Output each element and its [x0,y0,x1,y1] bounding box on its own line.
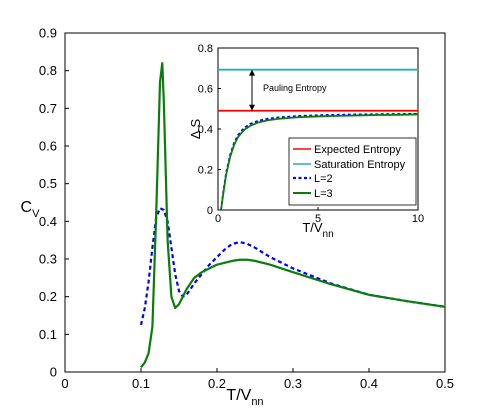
inset-y-tick-label: 0 [207,205,213,217]
main-y-tick-label: 0.1 [39,327,57,342]
main-x-tick-label: 0.2 [208,376,226,391]
main-series-lines [139,62,446,369]
main-ylabel: CV [21,199,41,220]
pauling-label: Pauling Entropy [263,83,327,93]
main-series-l-2 [139,207,446,326]
pauling-arrowhead-top [249,69,255,76]
main-y-tick-label: 0.4 [39,214,57,229]
main-y-tick-label: 0.8 [39,63,57,78]
main-y-tick-label: 0 [50,365,57,380]
main-x-tick-label: 0.5 [436,376,454,391]
inset-plot: 0 5 10 0 0.2 0.4 0.6 0.8 Pauling Entropy Expect… [188,43,424,240]
inset-ylabel: Δ S [188,119,203,140]
main-y-tick-label: 0.5 [39,176,57,191]
inset-x-tick-label: 10 [412,213,424,225]
main-y-tick-label: 0.3 [39,252,57,267]
inset-y-tick-label: 0.8 [198,43,213,55]
inset-y-tick-label: 0.2 [198,164,213,176]
main-xlabel: T/Vnn [226,387,263,408]
main-x-tick-label: 0 [61,376,68,391]
main-x-tick-label: 0.3 [284,376,302,391]
inset-y-tick-label: 0.6 [198,83,213,95]
inset-xlabel: T/Vnn [302,220,333,240]
main-series-l-3 [140,62,446,369]
main-y-tick-label: 0.6 [39,139,57,154]
inset-y-tick-label: 0.4 [198,124,213,136]
inset-series-lines [218,68,419,211]
pauling-annotation: Pauling Entropy [249,69,327,111]
inset-x-tick-label: 5 [315,213,321,225]
legend-label-expected: Expected Entropy [314,144,401,156]
main-axis-ticks: 0 0.1 0.2 0.3 0.4 0.5 0 0.1 0.2 0.3 0.4 0.5 0.6 0.7 0.… [39,26,454,391]
legend-label-l3: L=3 [314,188,333,200]
main-x-tick-label: 0.4 [360,376,378,391]
pauling-arrowhead-bottom [249,104,255,111]
legend-label-l2: L=2 [314,173,333,185]
main-y-tick-label: 0.9 [39,26,57,41]
legend-label-saturation: Saturation Entropy [314,159,406,171]
main-y-tick-label: 0.7 [39,101,57,116]
inset-x-tick-label: 0 [215,213,221,225]
inset-axis-ticks: 0 5 10 0 0.2 0.4 0.6 0.8 [198,43,424,225]
main-y-tick-label: 0.2 [39,289,57,304]
inset-legend: Expected Entropy Saturation Entropy L=2 … [288,137,417,206]
main-x-tick-label: 0.1 [132,376,150,391]
inset-series-l-3 [220,113,419,211]
